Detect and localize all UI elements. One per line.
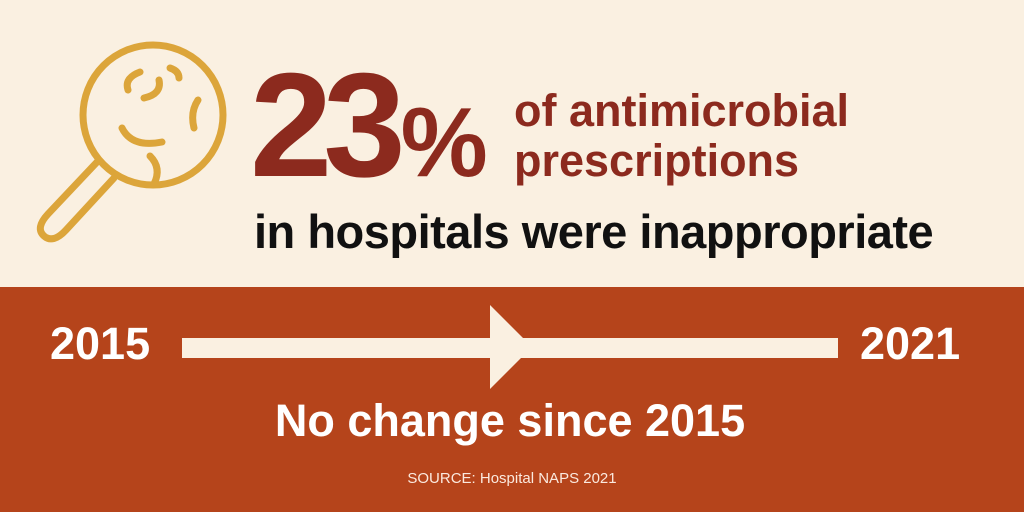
percentage-figure: 23% xyxy=(250,52,488,216)
bottom-panel xyxy=(0,287,1024,512)
end-year: 2021 xyxy=(860,318,961,369)
summary-text: No change since 2015 xyxy=(0,394,1024,448)
headline-line-1: of antimicrobial xyxy=(514,85,850,136)
source-credit: SOURCE: Hospital NAPS 2021 xyxy=(407,470,617,487)
start-year: 2015 xyxy=(50,318,151,369)
summary-label: No change since 2015 xyxy=(274,395,746,446)
right-arrow-icon xyxy=(182,305,838,389)
headline-line-2: prescriptions xyxy=(514,135,800,186)
headline-subline: in hospitals were inappropriate xyxy=(254,205,934,258)
magnifying-glass-bacteria-icon xyxy=(36,41,227,243)
percentage-number: 23 xyxy=(250,43,406,208)
headline-description: of antimicrobial prescriptions xyxy=(514,86,849,186)
percent-sign: % xyxy=(400,87,488,197)
